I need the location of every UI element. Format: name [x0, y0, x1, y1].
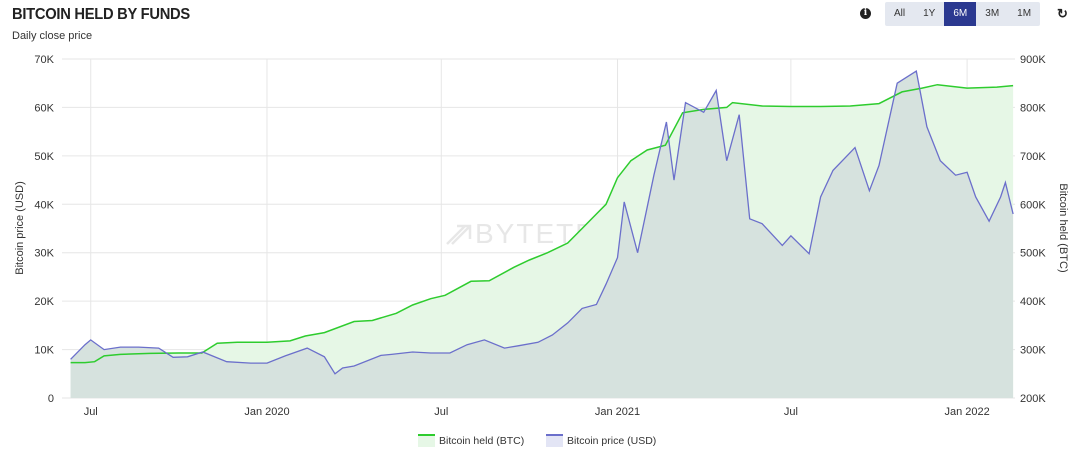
y-right-tick: 400K	[1020, 296, 1046, 308]
y-left-tick: 40K	[34, 199, 54, 211]
x-tick: Jan 2020	[244, 406, 289, 418]
chart-legend: Bitcoin held (BTC) Bitcoin price (USD)	[0, 434, 1080, 451]
y-right-label: Bitcoin held (BTC)	[1057, 183, 1069, 272]
y-left-tick: 50K	[34, 151, 54, 163]
x-tick: Jul	[434, 406, 448, 418]
y-left-tick: 30K	[34, 248, 54, 260]
range-button-1y[interactable]: 1Y	[923, 8, 936, 19]
info-icon[interactable]: i	[860, 8, 871, 19]
range-button-1m[interactable]: 1M	[1017, 8, 1032, 19]
x-tick: Jul	[84, 406, 98, 418]
watermark-logo-icon	[446, 224, 472, 245]
range-button-group: All 1Y 6M 3M 1M	[885, 2, 1041, 26]
y-left-tick: 10K	[34, 345, 54, 357]
y-right-tick: 200K	[1020, 393, 1046, 405]
chart-axes: 0 200K 10K 300K 20K 400K 30K 500K 40K 600K 50K 700K…	[14, 54, 1069, 418]
refresh-icon[interactable]: ↻	[1057, 6, 1068, 21]
range-button-6m[interactable]: 6M	[944, 2, 977, 26]
legend-label-held: Bitcoin held (BTC)	[439, 434, 525, 447]
y-right-tick: 300K	[1020, 345, 1046, 357]
bitcoin-price-line	[70, 70, 1014, 375]
y-left-tick: 70K	[34, 54, 54, 66]
y-right-tick: 900K	[1020, 54, 1046, 66]
y-right-tick: 800K	[1020, 102, 1046, 114]
page-subtitle: Daily close price	[12, 30, 93, 42]
page-title: BITCOIN HELD BY FUNDS	[12, 6, 190, 23]
legend-item-held[interactable]: Bitcoin held (BTC)	[418, 434, 524, 447]
legend-swatch-price	[546, 434, 563, 447]
y-left-tick: 0	[48, 393, 54, 405]
bitcoin-held-line	[70, 83, 1014, 364]
y-left-tick: 20K	[34, 296, 54, 308]
legend-swatch-held	[418, 434, 435, 447]
y-right-tick: 500K	[1020, 248, 1046, 260]
x-tick: Jul	[784, 406, 798, 418]
range-button-all[interactable]: All	[894, 8, 906, 19]
x-tick: Jan 2022	[944, 406, 989, 418]
y-left-tick: 60K	[34, 102, 54, 114]
y-right-tick: 700K	[1020, 151, 1046, 163]
x-tick: Jan 2021	[595, 406, 640, 418]
y-left-label: Bitcoin price (USD)	[14, 181, 26, 275]
legend-item-price[interactable]: Bitcoin price (USD)	[546, 434, 656, 447]
legend-label-price: Bitcoin price (USD)	[567, 434, 657, 447]
bitcoin-price-area	[70, 71, 1014, 398]
y-right-tick: 600K	[1020, 199, 1046, 211]
range-button-3m[interactable]: 3M	[985, 8, 1000, 19]
